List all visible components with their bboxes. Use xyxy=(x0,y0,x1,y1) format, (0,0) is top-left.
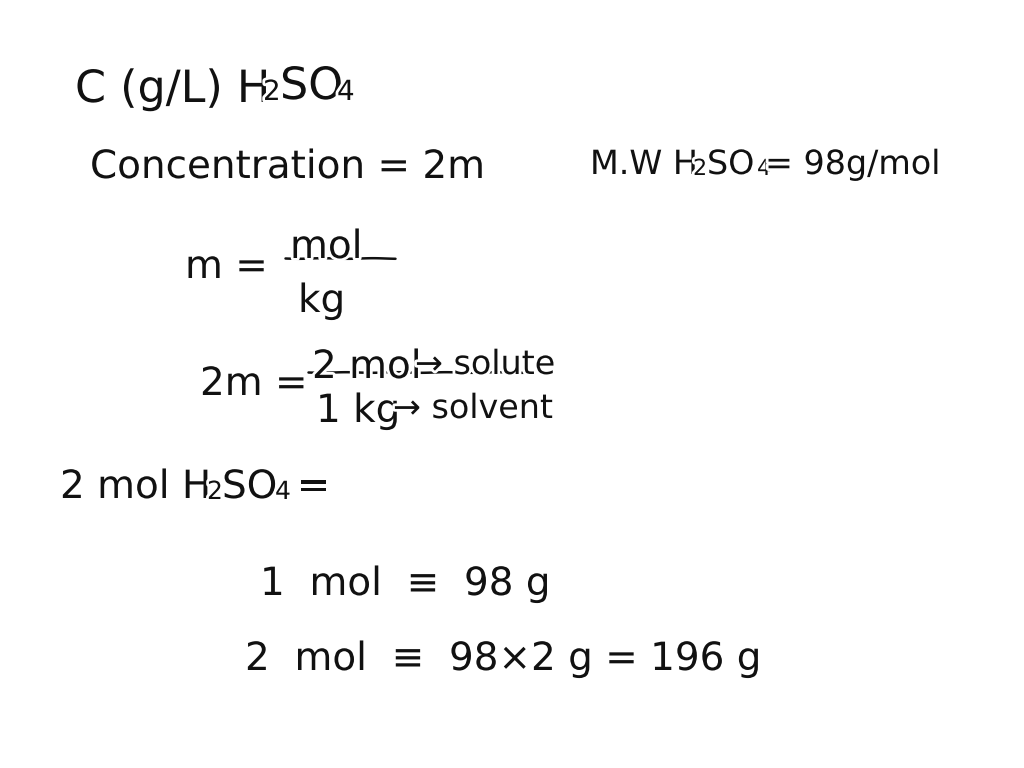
Text: 2: 2 xyxy=(693,159,708,179)
Text: SO: SO xyxy=(280,65,343,108)
Text: kg: kg xyxy=(298,282,345,320)
Text: → solvent: → solvent xyxy=(393,392,553,425)
Text: 2: 2 xyxy=(207,480,223,504)
Text: m =: m = xyxy=(185,248,267,286)
Text: = 98g/mol: = 98g/mol xyxy=(765,148,941,181)
Text: 4: 4 xyxy=(337,78,354,106)
Text: 4: 4 xyxy=(757,159,771,179)
Text: 2  mol  ≡  98×2 g = 196 g: 2 mol ≡ 98×2 g = 196 g xyxy=(245,640,762,678)
Text: 1 kg: 1 kg xyxy=(316,392,400,430)
Text: mol: mol xyxy=(290,228,362,266)
Text: =: = xyxy=(285,468,330,506)
Text: → solute: → solute xyxy=(415,348,555,381)
Text: M.W H: M.W H xyxy=(590,148,698,181)
Text: 2: 2 xyxy=(263,78,281,106)
Text: 1  mol  ≡  98 g: 1 mol ≡ 98 g xyxy=(260,565,551,603)
Text: SO: SO xyxy=(707,148,755,181)
Text: 2m =: 2m = xyxy=(200,365,307,403)
Text: C (g/L) H: C (g/L) H xyxy=(75,68,270,111)
Text: Concentration = 2m: Concentration = 2m xyxy=(90,148,484,186)
Text: 4: 4 xyxy=(275,480,291,504)
Text: 2 mol H: 2 mol H xyxy=(60,468,211,506)
Text: SO: SO xyxy=(222,468,278,506)
Text: 2 mol: 2 mol xyxy=(312,348,421,386)
